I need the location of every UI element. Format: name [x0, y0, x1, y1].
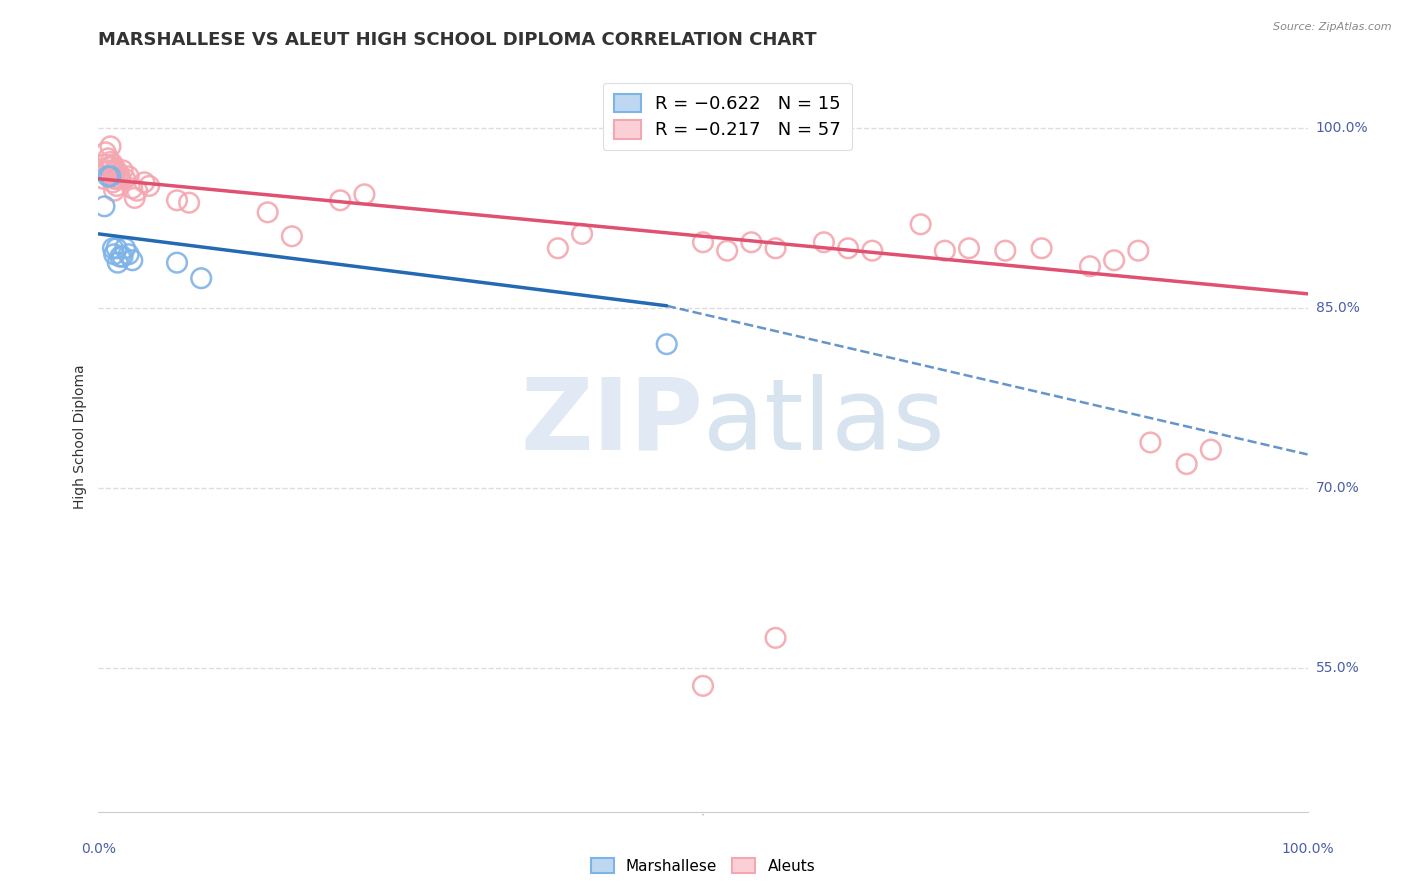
Legend: Marshallese, Aleuts: Marshallese, Aleuts [585, 852, 821, 880]
Point [655, 337, 678, 351]
Point [108, 250, 131, 264]
Point [1078, 259, 1101, 273]
Text: 55.0%: 55.0% [1316, 661, 1360, 675]
Point [105, 178, 128, 193]
Point [692, 679, 714, 693]
Point [105, 163, 128, 178]
Text: ZIP: ZIP [520, 374, 703, 471]
Point [910, 217, 932, 231]
Point [111, 163, 134, 178]
Point [813, 235, 835, 250]
Point [107, 171, 129, 186]
Point [97, 169, 120, 184]
Point [547, 241, 569, 255]
Point [281, 229, 304, 244]
Point [103, 247, 125, 261]
Point [138, 178, 160, 193]
Point [108, 167, 131, 181]
Point [353, 187, 375, 202]
Point [860, 244, 883, 258]
Point [765, 631, 787, 645]
Point [101, 241, 124, 255]
Text: 85.0%: 85.0% [1316, 301, 1360, 315]
Point [100, 160, 122, 174]
Point [166, 194, 188, 208]
Point [957, 241, 980, 255]
Point [91, 171, 114, 186]
Point [103, 171, 125, 186]
Point [1128, 244, 1150, 258]
Point [127, 184, 149, 198]
Text: atlas: atlas [703, 374, 945, 471]
Point [134, 175, 156, 189]
Point [1199, 442, 1222, 457]
Point [179, 195, 201, 210]
Point [740, 235, 762, 250]
Point [103, 163, 125, 178]
Point [98, 160, 121, 174]
Legend: R = −0.622   N = 15, R = −0.217   N = 57: R = −0.622 N = 15, R = −0.217 N = 57 [603, 83, 852, 150]
Point [124, 191, 146, 205]
Point [101, 157, 124, 171]
Point [571, 227, 593, 241]
Point [716, 244, 738, 258]
Point [108, 171, 131, 186]
Point [100, 139, 122, 153]
Point [114, 171, 136, 186]
Point [96, 163, 118, 178]
Point [837, 241, 859, 255]
Point [1139, 435, 1161, 450]
Point [104, 171, 127, 186]
Point [765, 241, 787, 255]
Point [190, 271, 212, 285]
Point [329, 194, 352, 208]
Point [692, 235, 714, 250]
Point [111, 250, 134, 264]
Y-axis label: High School Diploma: High School Diploma [73, 365, 87, 509]
Point [107, 255, 129, 269]
Text: 100.0%: 100.0% [1281, 842, 1334, 856]
Point [1102, 253, 1125, 268]
Point [101, 167, 124, 181]
Point [121, 181, 143, 195]
Text: 100.0%: 100.0% [1316, 121, 1368, 136]
Point [101, 175, 124, 189]
Point [105, 241, 128, 255]
Point [97, 152, 120, 166]
Point [100, 155, 122, 169]
Text: 70.0%: 70.0% [1316, 481, 1360, 495]
Point [256, 205, 278, 219]
Text: Source: ZipAtlas.com: Source: ZipAtlas.com [1274, 22, 1392, 32]
Point [93, 157, 115, 171]
Point [100, 169, 122, 184]
Point [1031, 241, 1053, 255]
Point [994, 244, 1017, 258]
Point [934, 244, 956, 258]
Point [1175, 457, 1198, 471]
Point [118, 169, 141, 184]
Point [121, 253, 143, 268]
Text: 0.0%: 0.0% [82, 842, 115, 856]
Text: MARSHALLESE VS ALEUT HIGH SCHOOL DIPLOMA CORRELATION CHART: MARSHALLESE VS ALEUT HIGH SCHOOL DIPLOMA… [98, 31, 817, 49]
Point [93, 199, 115, 213]
Point [94, 145, 117, 160]
Point [118, 247, 141, 261]
Point [114, 241, 136, 255]
Point [166, 255, 188, 269]
Point [103, 184, 125, 198]
